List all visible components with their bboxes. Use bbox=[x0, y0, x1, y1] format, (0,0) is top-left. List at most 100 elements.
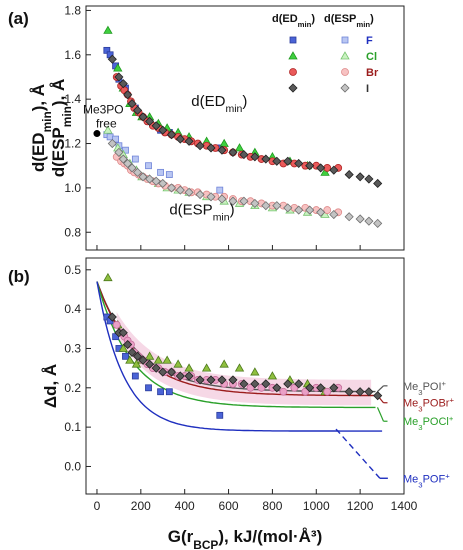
legend-entry-label: I bbox=[366, 83, 369, 95]
point-i-ed_min bbox=[283, 156, 293, 166]
point-cl-ed_min bbox=[234, 143, 245, 152]
y-tick-label: 0.8 bbox=[64, 225, 81, 239]
point-i-esp_min bbox=[151, 176, 161, 186]
point-cl bbox=[267, 371, 278, 380]
point-i-esp_min bbox=[364, 216, 374, 226]
point-cl bbox=[144, 351, 155, 360]
panel-b-points bbox=[103, 272, 383, 419]
point-f bbox=[145, 384, 152, 392]
free-me3po-marker bbox=[93, 130, 101, 138]
annotation-me3po-free-line2: free bbox=[96, 117, 117, 131]
point-f bbox=[122, 352, 129, 360]
y-tick-label: 0.2 bbox=[64, 381, 81, 395]
point-i-esp_min bbox=[123, 158, 133, 169]
point-i bbox=[195, 375, 205, 385]
point-cl-ed_min bbox=[320, 167, 330, 176]
point-i-ed_min bbox=[158, 125, 168, 135]
point-i bbox=[272, 383, 282, 393]
point-f-esp_min bbox=[112, 135, 120, 143]
label-leader bbox=[376, 407, 385, 422]
annotation-esp-min: d(ESPmin) bbox=[169, 202, 234, 224]
point-i-esp_min bbox=[261, 201, 271, 211]
point-i bbox=[217, 375, 227, 385]
point-i-ed_min bbox=[261, 154, 271, 164]
point-i-esp_min bbox=[316, 207, 326, 217]
fit-label: Me3POF+ bbox=[403, 471, 450, 489]
point-i-ed_min bbox=[239, 150, 249, 160]
point-br bbox=[279, 387, 288, 396]
point-i-ed_min bbox=[250, 152, 260, 162]
fit-label: Me3POCl+ bbox=[403, 414, 454, 432]
point-i bbox=[228, 375, 238, 385]
point-i-esp_min bbox=[158, 178, 168, 189]
legend-rows: F Cl Br I bbox=[288, 35, 379, 95]
panel-b-axes-frame bbox=[85, 257, 405, 495]
point-i-esp_min bbox=[206, 192, 216, 202]
point-i-ed_min bbox=[206, 143, 216, 153]
point-i bbox=[145, 359, 155, 369]
legend-marker-ed bbox=[288, 51, 298, 60]
point-br bbox=[301, 387, 310, 396]
point-br bbox=[257, 383, 266, 392]
point-i-ed_min bbox=[217, 145, 227, 155]
point-cl-ed_min bbox=[219, 138, 229, 147]
point-cl bbox=[118, 343, 128, 352]
point-f-esp_min bbox=[131, 155, 139, 163]
point-i-ed_min bbox=[145, 116, 155, 126]
point-i-ed_min bbox=[355, 172, 365, 182]
legend-marker-esp bbox=[340, 51, 350, 60]
point-cl bbox=[125, 355, 135, 364]
panel-a-ticks: 0.8 1.0 1.2 1.4 1.6 1.8 bbox=[64, 3, 405, 250]
point-f bbox=[165, 388, 173, 396]
point-i bbox=[118, 328, 128, 338]
point-i-ed_min bbox=[166, 130, 177, 140]
point-i bbox=[107, 312, 117, 322]
point-i bbox=[261, 379, 271, 389]
point-i-ed_min bbox=[316, 163, 326, 173]
x-tick-label: 0 bbox=[94, 499, 101, 513]
point-cl-esp_min bbox=[103, 125, 113, 134]
legend-entry-label: Br bbox=[366, 67, 379, 79]
point-i-ed_min bbox=[344, 170, 354, 180]
point-i bbox=[239, 379, 249, 389]
point-cl bbox=[234, 363, 245, 372]
point-i-ed_min bbox=[329, 165, 339, 175]
point-i-esp_min bbox=[344, 212, 354, 222]
point-i bbox=[250, 379, 260, 389]
point-i-esp_min bbox=[114, 147, 124, 157]
x-tick-label: 1200 bbox=[347, 499, 374, 513]
point-i-esp_min bbox=[145, 174, 155, 184]
point-i-esp_min bbox=[175, 185, 185, 195]
legend-marker-esp bbox=[341, 36, 349, 44]
panel-a-axes-frame bbox=[85, 5, 405, 251]
panel-a-y-axis-title: d(EDmin), Å bbox=[29, 84, 54, 172]
point-i-ed_min bbox=[123, 90, 133, 100]
point-i bbox=[305, 383, 315, 393]
point-i bbox=[373, 391, 383, 401]
panel-b-y-axis-title: Δd, Å bbox=[41, 364, 60, 408]
point-i-ed_min bbox=[107, 54, 117, 64]
point-cl bbox=[131, 359, 142, 368]
point-i bbox=[151, 363, 161, 373]
legend-entry-label: Cl bbox=[366, 51, 377, 63]
point-i bbox=[132, 351, 143, 361]
point-f-esp_min bbox=[122, 146, 129, 154]
point-i-ed_min bbox=[184, 136, 194, 146]
point-f bbox=[216, 411, 224, 419]
point-i-esp_min bbox=[228, 196, 238, 206]
point-f-esp_min bbox=[216, 186, 224, 194]
point-i-ed_min bbox=[373, 178, 383, 189]
x-tick-label: 400 bbox=[175, 499, 195, 513]
point-cl bbox=[162, 355, 172, 364]
point-cl bbox=[219, 359, 229, 368]
x-tick-label: 800 bbox=[262, 499, 282, 513]
annotation-ed-min: d(EDmin) bbox=[191, 93, 247, 115]
point-i-ed_min bbox=[151, 121, 161, 131]
legend-header-esp: d(ESPmin) bbox=[324, 13, 374, 29]
legend-marker-ed bbox=[289, 68, 297, 76]
point-i-esp_min bbox=[283, 203, 293, 213]
panel-b-series-labels: Me3POI+Me3POBr+Me3POCl+ Me3POF+ bbox=[403, 378, 454, 488]
point-i bbox=[329, 383, 339, 393]
point-cl bbox=[201, 363, 212, 372]
point-i bbox=[175, 371, 185, 381]
